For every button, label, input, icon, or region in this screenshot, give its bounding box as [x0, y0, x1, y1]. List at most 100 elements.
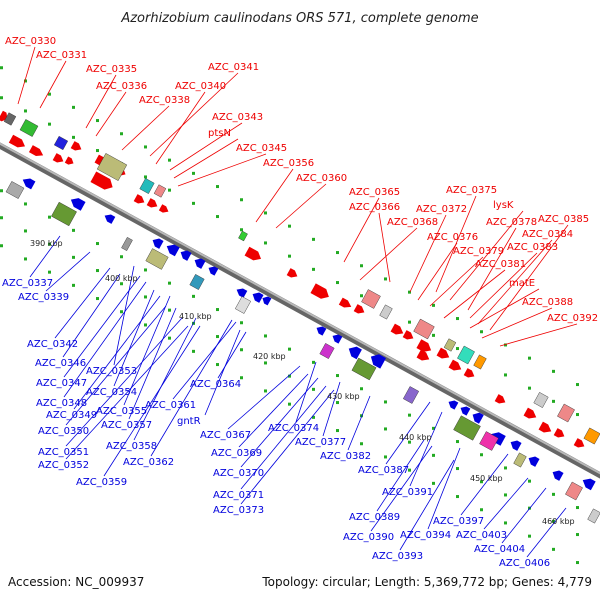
gene-label-forward[interactable]: AZC_0331 [36, 50, 87, 61]
gene-label-forward[interactable]: AZC_0385 [538, 214, 589, 225]
gene-box[interactable] [238, 230, 248, 242]
gene-label-forward[interactable]: AZC_0384 [522, 229, 573, 240]
gene-label-reverse[interactable]: AZC_0404 [474, 544, 525, 555]
gene-label-reverse[interactable]: AZC_0393 [372, 551, 423, 562]
gene-label-reverse[interactable]: AZC_0382 [320, 451, 371, 462]
gene-label-forward[interactable]: AZC_0383 [507, 242, 558, 253]
gene-box[interactable] [453, 415, 481, 441]
gene-label-reverse[interactable]: gntR [177, 416, 201, 427]
gene-arrow-reverse[interactable] [68, 195, 86, 211]
gene-arrow-reverse[interactable] [261, 295, 272, 306]
gene-label-reverse[interactable]: AZC_0339 [18, 292, 69, 303]
gene-label-forward[interactable]: AZC_0381 [475, 259, 526, 270]
gene-label-forward[interactable]: AZC_0356 [263, 158, 314, 169]
gene-label-forward[interactable]: AZC_0392 [547, 313, 598, 324]
gene-arrow-forward[interactable] [310, 283, 331, 301]
gene-label-forward[interactable]: AZC_0330 [5, 36, 56, 47]
gene-arrow-forward[interactable] [244, 246, 264, 263]
gene-label-reverse[interactable]: AZC_0367 [200, 430, 251, 441]
gene-label-forward[interactable]: AZC_0379 [453, 246, 504, 257]
gene-arrow-forward[interactable] [538, 421, 554, 436]
gene-arrow-reverse[interactable] [368, 351, 387, 369]
gene-label-forward[interactable]: AZC_0360 [296, 173, 347, 184]
gene-box[interactable] [351, 357, 377, 381]
gene-arrow-reverse[interactable] [346, 344, 362, 360]
gene-label-forward[interactable]: AZC_0376 [427, 232, 478, 243]
gene-label-reverse[interactable]: AZC_0397 [433, 516, 484, 527]
gene-label-reverse[interactable]: AZC_0362 [123, 457, 174, 468]
gene-label-reverse[interactable]: AZC_0337 [2, 278, 53, 289]
gene-box[interactable] [19, 119, 39, 137]
gene-arrow-reverse[interactable] [21, 176, 36, 190]
gene-arrow-forward[interactable] [390, 323, 406, 338]
gene-arrow-forward[interactable] [402, 330, 416, 342]
gene-label-reverse[interactable]: AZC_0390 [343, 532, 394, 543]
gene-label-forward[interactable]: AZC_0335 [86, 64, 137, 75]
gene-box[interactable] [402, 386, 420, 404]
gene-box[interactable] [583, 427, 600, 445]
gene-box[interactable] [96, 153, 128, 181]
gene-label-forward[interactable]: AZC_0368 [387, 217, 438, 228]
gene-arrow-forward[interactable] [133, 194, 147, 206]
gene-box[interactable] [139, 178, 155, 194]
gene-arrow-forward[interactable] [146, 198, 160, 210]
gene-label-reverse[interactable]: AZC_0374 [268, 423, 319, 434]
gene-label-forward[interactable]: AZC_0372 [416, 204, 467, 215]
gene-label-reverse[interactable]: AZC_0403 [456, 530, 507, 541]
gene-arrow-reverse[interactable] [550, 468, 564, 481]
gene-box[interactable] [3, 112, 17, 126]
gene-arrow-forward[interactable] [90, 171, 115, 192]
gene-arrow-reverse[interactable] [235, 286, 248, 298]
gene-label-reverse[interactable]: AZC_0359 [76, 477, 127, 488]
gene-arrow-reverse[interactable] [150, 236, 164, 249]
gene-arrow-forward[interactable] [436, 347, 452, 362]
gene-label-reverse[interactable]: AZC_0406 [499, 558, 550, 569]
gene-arrow-forward[interactable] [70, 141, 84, 153]
gene-arrow-reverse[interactable] [508, 438, 522, 451]
gene-arrow-forward[interactable] [0, 110, 10, 124]
gene-arrow-forward[interactable] [338, 297, 353, 311]
gene-box[interactable] [153, 184, 167, 198]
gene-arrow-forward[interactable] [553, 428, 567, 440]
gene-label-reverse[interactable]: AZC_0347 [36, 378, 87, 389]
gene-box[interactable] [587, 508, 600, 524]
gene-label-reverse[interactable]: AZC_0377 [295, 437, 346, 448]
gene-arrow-forward[interactable] [28, 145, 45, 159]
gene-label-reverse[interactable]: AZC_0358 [106, 441, 157, 452]
gene-box[interactable] [145, 248, 169, 270]
gene-box[interactable] [513, 452, 527, 468]
gene-label-forward[interactable]: ptsN [208, 128, 231, 139]
gene-label-reverse[interactable]: AZC_0349 [46, 410, 97, 421]
gene-arrow-reverse[interactable] [580, 476, 596, 491]
gene-label-reverse[interactable]: AZC_0346 [35, 358, 86, 369]
gene-arrow-reverse[interactable] [178, 248, 192, 261]
gene-arrow-reverse[interactable] [331, 332, 343, 344]
gene-label-reverse[interactable]: AZC_0354 [86, 387, 137, 398]
gene-box[interactable] [53, 135, 69, 151]
gene-box[interactable] [234, 296, 252, 314]
gene-box[interactable] [121, 237, 133, 251]
gene-label-reverse[interactable]: AZC_0342 [27, 339, 78, 350]
gene-arrow-forward[interactable] [8, 134, 27, 151]
gene-arrow-reverse[interactable] [192, 256, 206, 269]
gene-arrow-reverse[interactable] [526, 454, 540, 467]
gene-arrow-forward[interactable] [52, 153, 66, 165]
gene-label-reverse[interactable]: AZC_0391 [382, 487, 433, 498]
gene-arrow-forward[interactable] [416, 349, 432, 364]
gene-arrow-forward[interactable] [573, 438, 587, 450]
gene-label-forward[interactable]: AZC_0388 [522, 297, 573, 308]
gene-box[interactable] [189, 274, 205, 290]
gene-arrow-reverse[interactable] [459, 404, 471, 416]
gene-arrow-forward[interactable] [353, 304, 367, 316]
gene-label-forward[interactable]: AZC_0375 [446, 185, 497, 196]
gene-arrow-reverse[interactable] [103, 212, 116, 224]
gene-arrow-reverse[interactable] [250, 290, 264, 303]
gene-box[interactable] [5, 181, 25, 199]
gene-label-reverse[interactable]: AZC_0394 [400, 530, 451, 541]
gene-label-reverse[interactable]: AZC_0369 [211, 448, 262, 459]
gene-label-reverse[interactable]: AZC_0348 [36, 398, 87, 409]
gene-box[interactable] [379, 304, 393, 320]
gene-arrow-forward[interactable] [523, 407, 539, 422]
gene-label-reverse[interactable]: AZC_0352 [38, 460, 89, 471]
